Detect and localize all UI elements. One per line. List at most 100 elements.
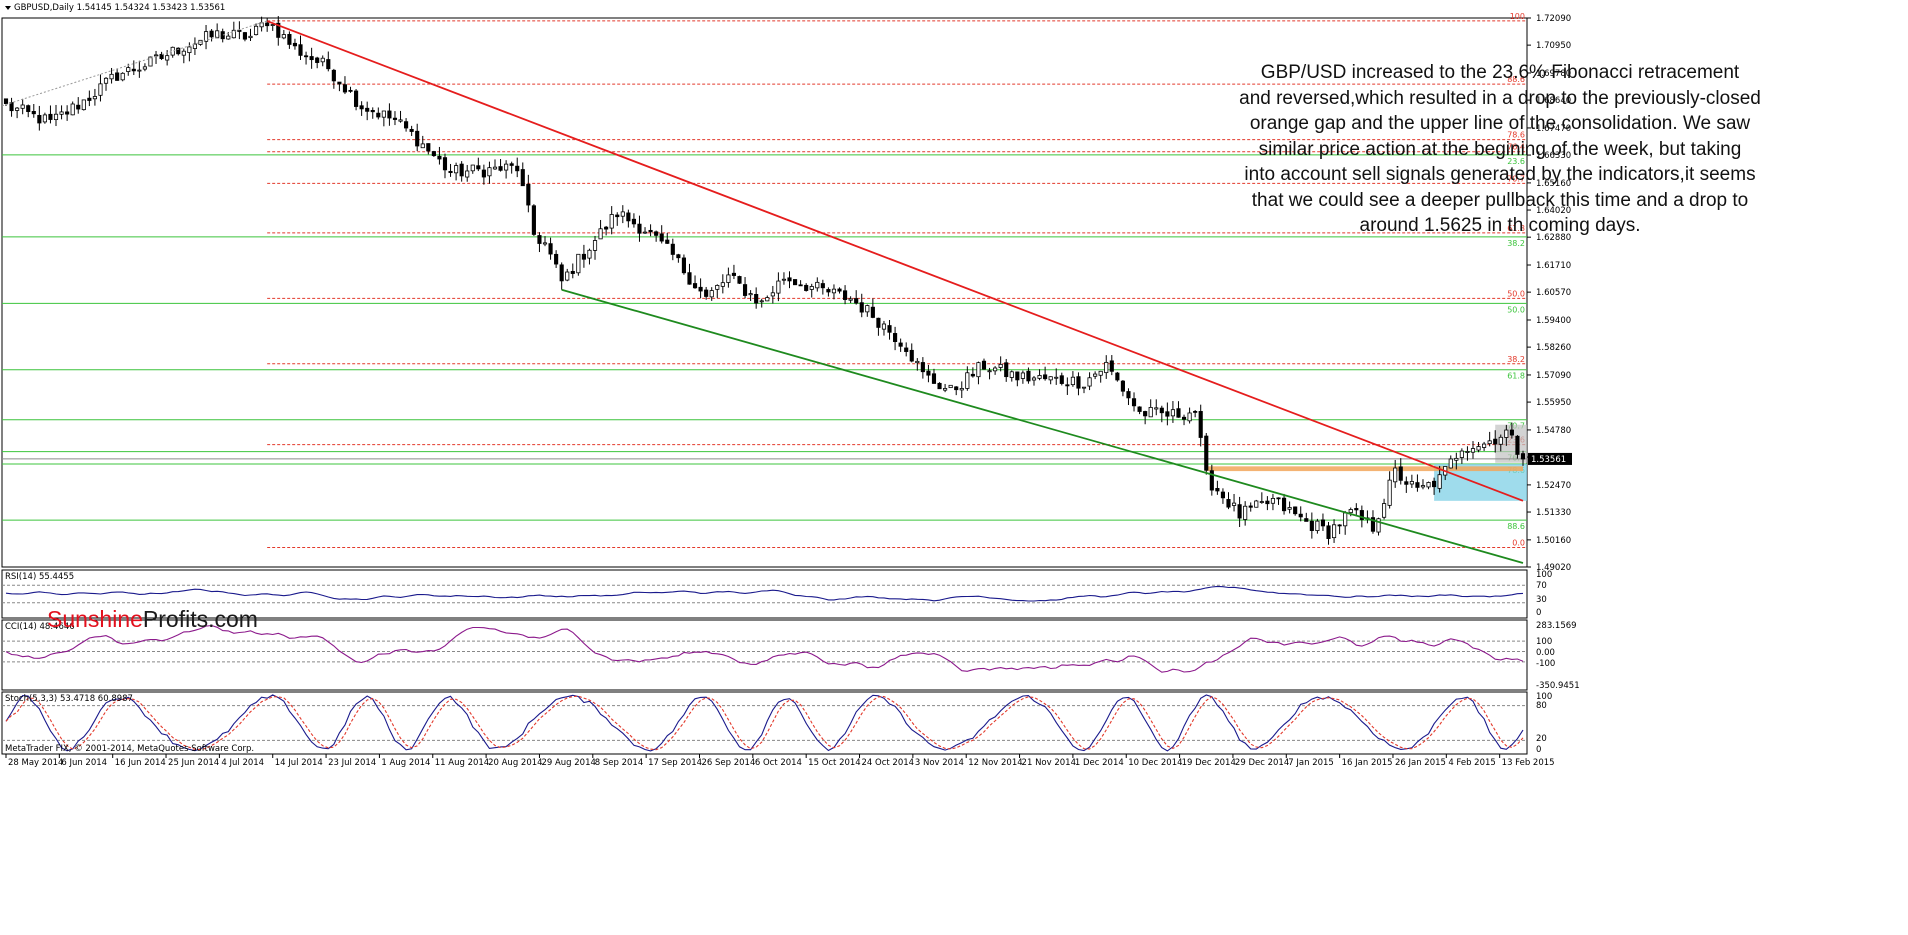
candle-body [1137,406,1142,412]
candle-body [909,349,914,362]
candle-body [581,253,586,260]
candle-body [354,90,359,107]
fib-red-label: 76.4 [1507,143,1525,152]
candle-body [426,143,431,152]
candle-body [604,226,609,230]
candle-body [1348,509,1353,514]
x-tick-label: 6 Jun 2014 [61,758,107,768]
candle-body [915,360,920,364]
candle-body [615,214,620,218]
candle-body [153,54,159,57]
fib-green-label: 61.8 [1507,372,1525,381]
candle-body [1398,466,1403,481]
x-tick-label: 1 Dec 2014 [1075,758,1124,768]
x-tick-label: 1 Aug 2014 [381,758,430,768]
candle-body [920,362,925,373]
candle-body [142,66,147,70]
candle-body [1104,361,1109,374]
candle-body [765,297,770,302]
candle-body [1265,500,1270,505]
candle-body [92,96,97,100]
x-tick-label: 25 Jun 2014 [168,758,219,768]
y-tick-label: 1.52470 [1536,481,1571,491]
candle-body [1259,501,1264,503]
fib-green-label: 50.0 [1507,305,1525,314]
candle-body [854,298,859,304]
candle-body [42,114,47,123]
candle-body [1404,481,1409,485]
candle-body [1504,429,1509,438]
candle-body [215,30,220,39]
candle-body [904,347,909,352]
candle-body [1226,499,1231,508]
candle-body [1326,525,1331,539]
candle-body [965,372,970,389]
candle-body [826,289,831,293]
candle-body [320,57,325,63]
candle-body [1420,485,1426,488]
fib-red-label: 61.8 [1507,224,1525,233]
candle-body [292,42,298,47]
candle-body [192,43,197,49]
fib-green-label: 38.2 [1507,239,1525,248]
candle-body [670,243,675,255]
candle-body [1231,502,1237,506]
annotation-line-4: similar price action at the begining of … [1258,138,1742,160]
candle-body [1454,457,1459,461]
annotation-line-2: and reversed,which resulted in a drop to… [1239,87,1761,109]
candle-body [148,56,153,67]
candle-body [404,121,409,129]
chart-title: GBPUSD,Daily 1.54145 1.54324 1.53423 1.5… [14,3,225,13]
candle-body [609,214,614,229]
candle-body [948,384,953,389]
candle-body [698,286,703,292]
candle-body [959,388,964,391]
y-tick-label: 1.59400 [1536,316,1571,326]
x-tick-label: 15 Oct 2014 [808,758,861,768]
x-tick-label: 14 Jul 2014 [275,758,323,768]
candle-body [442,157,448,171]
candle-body [9,102,14,112]
candle-body [931,373,937,384]
candle-body [337,81,342,85]
candle-body [598,228,603,240]
candle-body [1081,386,1087,389]
cci-tick-label: 100 [1536,637,1552,647]
candle-body [448,170,453,174]
candle-body [1243,505,1248,520]
rsi-tick-label: 100 [1536,570,1552,580]
candle-body [70,103,75,116]
x-tick-label: 29 Dec 2014 [1235,758,1289,768]
candle-body [281,34,286,39]
candle-body [459,163,464,177]
x-tick-label: 4 Feb 2015 [1448,758,1496,768]
candle-body [1382,503,1387,518]
x-tick-label: 13 Feb 2015 [1502,758,1555,768]
x-tick-label: 21 Nov 2014 [1022,758,1076,768]
candle-body [981,360,987,370]
candle-body [20,104,25,109]
green-support-trendline [561,288,1524,564]
candle-body [1215,488,1220,492]
candle-body [1448,458,1453,469]
candle-body [31,110,36,115]
annotation-line-3: orange gap and the upper line of the con… [1249,113,1751,134]
fib-red-label: 88.6 [1507,75,1525,84]
indicator-panel-frame-1 [1,569,1528,619]
candle-body [976,362,981,378]
candle-body [792,279,798,286]
fib-green-label: 23.6 [1507,157,1525,166]
y-tick-label: 1.62880 [1536,233,1571,243]
x-tick-label: 8 Sep 2014 [595,758,643,768]
candle-body [1376,518,1381,533]
candle-body [1198,411,1203,438]
candle-body [754,294,759,304]
fib-red-label: 70.7 [1507,174,1525,183]
stoch-tick-label: 100 [1536,692,1552,702]
candle-body [731,272,737,276]
candle-body [548,243,553,255]
candle-body [937,382,942,390]
candle-body [98,83,103,96]
x-tick-label: 10 Dec 2014 [1128,758,1182,768]
helper-dotted-trendline [1,20,268,107]
